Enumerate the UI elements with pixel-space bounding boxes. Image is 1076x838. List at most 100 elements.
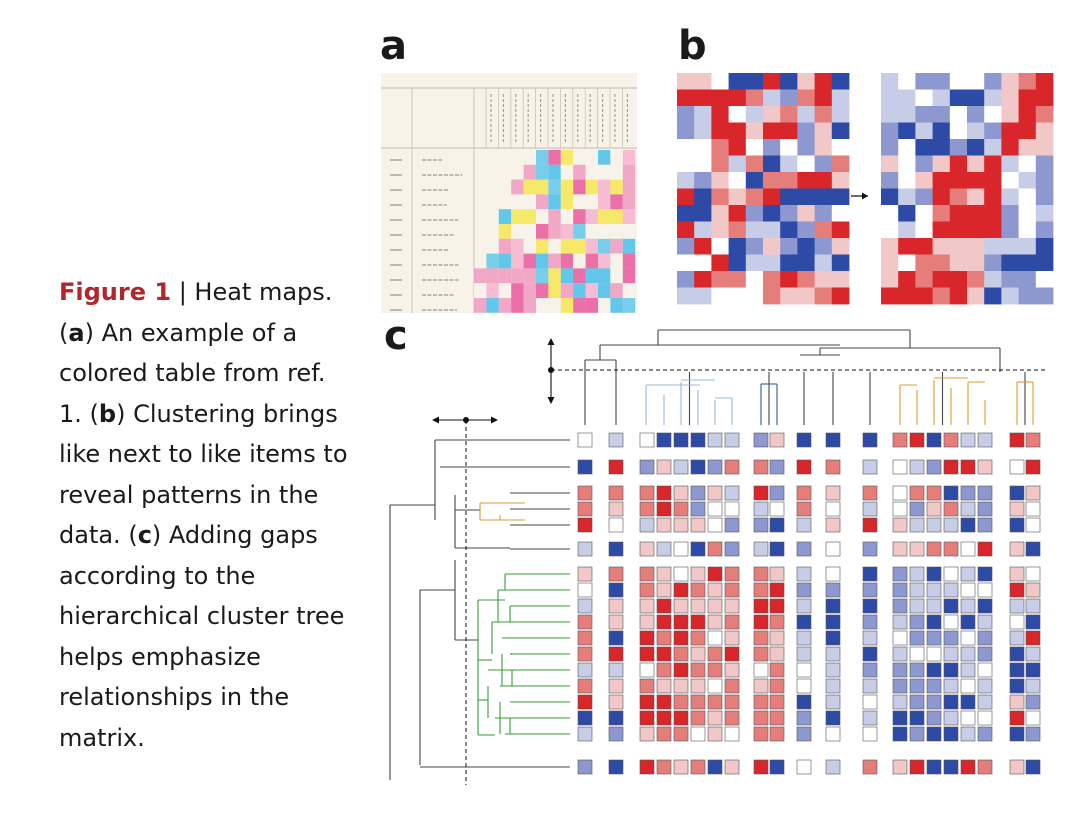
cell	[977, 710, 993, 726]
clustered-cell	[932, 188, 951, 206]
table-cell	[610, 224, 623, 239]
cell	[926, 582, 942, 598]
cell	[825, 726, 841, 742]
heatmap-cell	[831, 155, 850, 173]
heatmap-cell	[711, 155, 729, 173]
cell	[862, 630, 878, 646]
heatmap-cell	[814, 221, 833, 239]
heatmap-cell	[780, 271, 798, 288]
heatmap-cell	[831, 271, 850, 288]
heatmap-cell	[677, 89, 695, 107]
heatmap-cell	[780, 205, 798, 222]
table-cell	[498, 238, 512, 254]
clustered-cell	[967, 155, 985, 173]
cell	[769, 759, 785, 775]
clustered-cell	[898, 89, 916, 107]
heatmap-cell	[780, 73, 798, 90]
cell	[960, 614, 976, 630]
clustered-cell	[881, 188, 899, 206]
cell	[608, 598, 624, 614]
clustered-cell	[915, 122, 933, 140]
cell	[656, 541, 672, 557]
clustered-cell	[984, 106, 1002, 123]
cell	[943, 726, 959, 742]
cell	[724, 517, 740, 533]
clustered-cell	[881, 287, 899, 305]
heatmap-cell	[763, 221, 781, 239]
cell	[909, 566, 925, 582]
cell	[707, 582, 723, 598]
cell	[673, 459, 689, 475]
cell	[926, 566, 942, 582]
cell	[724, 662, 740, 678]
cell	[892, 598, 908, 614]
cell	[769, 726, 785, 742]
table-cell	[498, 224, 512, 239]
heatmap-cell	[711, 73, 729, 90]
cell	[673, 694, 689, 710]
cell	[690, 726, 706, 742]
cell	[1025, 694, 1041, 710]
clustered-cell	[949, 254, 968, 272]
table-cell	[622, 238, 636, 254]
cell	[656, 501, 672, 517]
cell	[639, 541, 655, 557]
heatmap-cell	[728, 106, 747, 123]
cell	[673, 501, 689, 517]
table-cell	[560, 179, 574, 195]
cell	[909, 614, 925, 630]
cell	[753, 694, 769, 710]
cell	[608, 726, 624, 742]
clustered-cell	[967, 106, 985, 123]
cell	[1025, 485, 1041, 501]
clustered-cell	[881, 139, 899, 156]
clustered-cell	[932, 238, 951, 255]
cell	[1009, 517, 1025, 533]
clustered-cell	[915, 205, 933, 222]
clustered-cell	[1035, 89, 1054, 107]
cell	[960, 726, 976, 742]
cell	[825, 485, 841, 501]
cell	[577, 485, 593, 501]
clustered-cell	[1018, 254, 1037, 272]
cell	[656, 759, 672, 775]
table-cell	[548, 209, 561, 224]
clustered-cell	[932, 271, 951, 288]
heatmap-cell	[711, 188, 729, 206]
heatmap-cell	[728, 188, 747, 206]
cell	[977, 726, 993, 742]
cell	[825, 694, 841, 710]
cell	[892, 662, 908, 678]
heatmap-cell	[711, 205, 729, 222]
clustered-cell	[1035, 254, 1054, 272]
table-cell	[573, 209, 586, 224]
table-cell	[622, 224, 636, 239]
table-cell	[536, 179, 549, 195]
clustered-cell	[967, 254, 985, 272]
cell	[577, 759, 593, 775]
table-cell	[560, 298, 574, 313]
cell	[707, 630, 723, 646]
heatmap-cell	[745, 155, 764, 173]
cell	[1025, 662, 1041, 678]
heatmap-cell	[694, 287, 712, 305]
cell	[943, 759, 959, 775]
table-cell	[560, 283, 574, 298]
cell	[769, 485, 785, 501]
cell	[892, 501, 908, 517]
heatmap-cell	[728, 254, 747, 272]
caption-text-b: ) Clustering brings like next to like it…	[59, 399, 348, 550]
clustered-cell	[1018, 106, 1037, 123]
heatmap-cell	[694, 271, 712, 288]
cell	[796, 485, 812, 501]
heatmap-cell	[745, 188, 764, 206]
cell	[707, 541, 723, 557]
heatmap-cell	[677, 139, 695, 156]
clustered-cell	[932, 205, 951, 222]
table-cell	[598, 224, 611, 239]
clustered-cell	[967, 188, 985, 206]
cell	[1009, 566, 1025, 582]
cell	[862, 678, 878, 694]
cell	[769, 710, 785, 726]
